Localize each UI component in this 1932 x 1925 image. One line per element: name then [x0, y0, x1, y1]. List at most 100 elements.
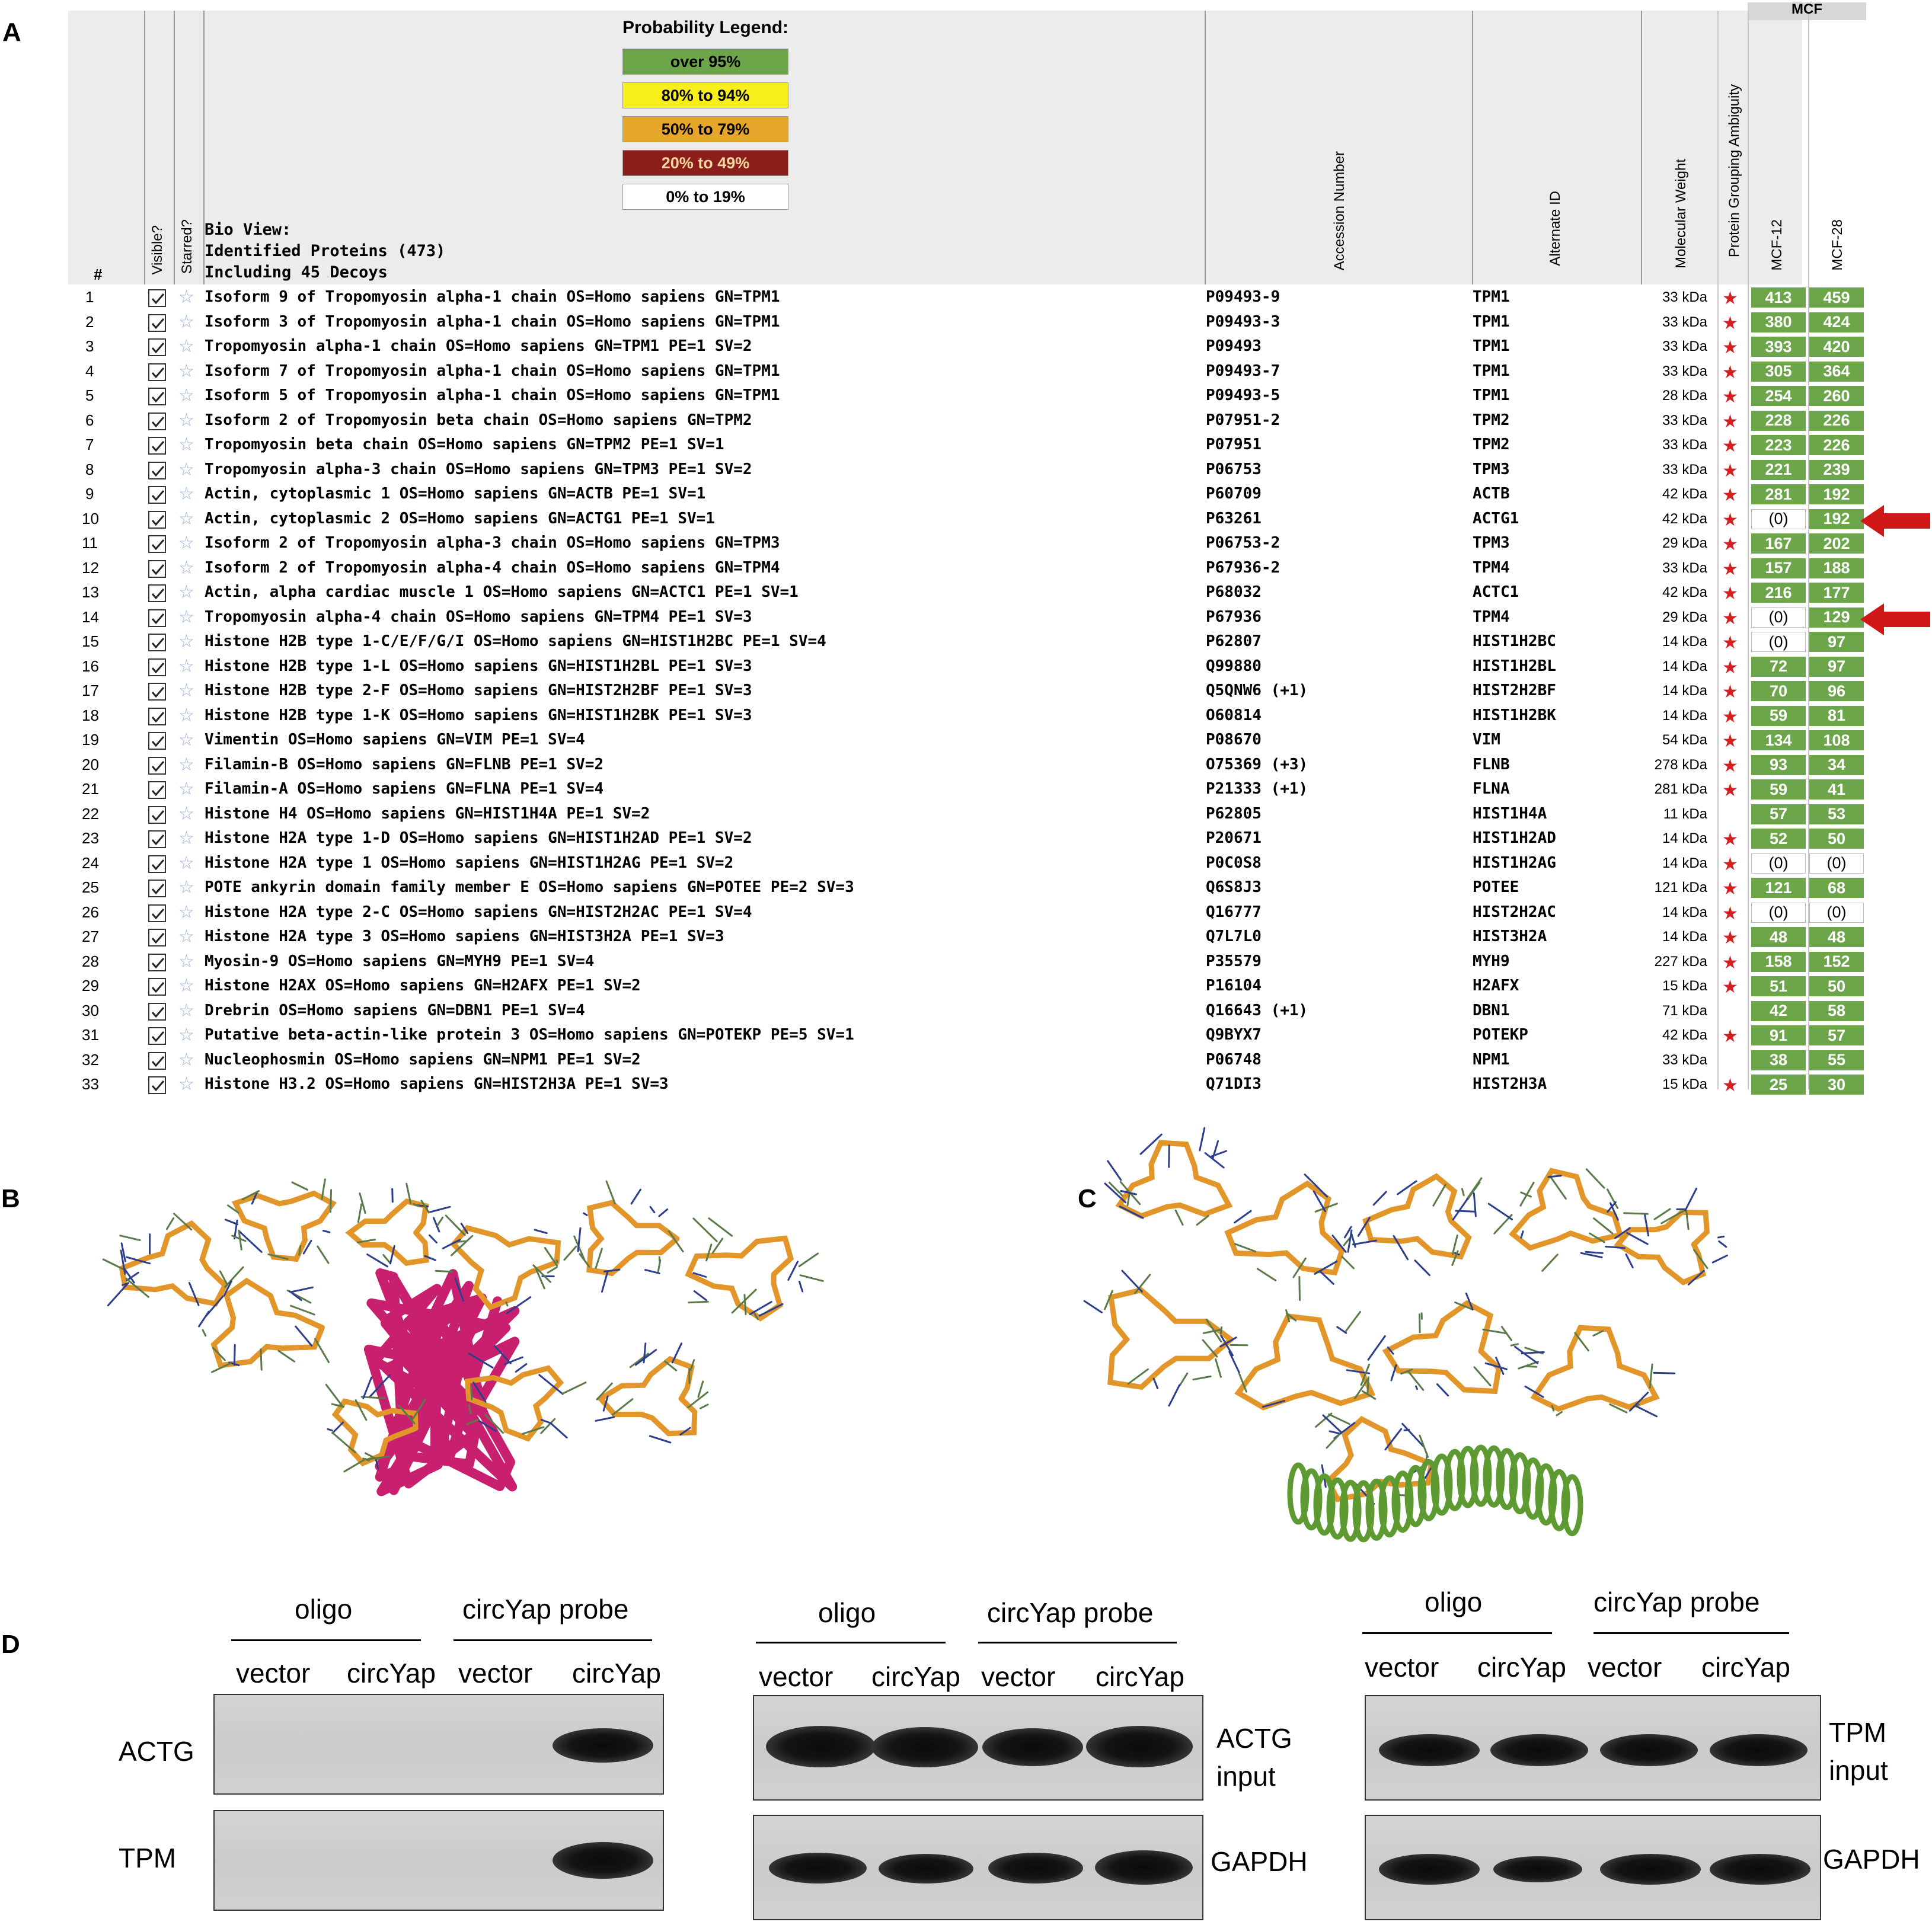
- header-starred[interactable]: Starred?: [179, 219, 195, 274]
- spectrum-count[interactable]: 177: [1809, 583, 1864, 603]
- visible-checkbox[interactable]: [148, 855, 166, 873]
- header-num[interactable]: #: [94, 266, 103, 283]
- protein-description[interactable]: Filamin-A OS=Homo sapiens GN=FLNA PE=1 S…: [205, 780, 604, 798]
- star-icon[interactable]: ☆: [178, 558, 194, 578]
- spectrum-count[interactable]: 188: [1809, 558, 1864, 578]
- spectrum-count[interactable]: 42: [1751, 1000, 1806, 1021]
- star-icon[interactable]: ☆: [178, 632, 194, 651]
- table-row[interactable]: 24 ☆ Histone H2A type 1 OS=Homo sapiens GN…: [0, 852, 1932, 877]
- spectrum-count[interactable]: 48: [1751, 927, 1806, 947]
- visible-checkbox[interactable]: [148, 1076, 166, 1094]
- spectrum-count-zero[interactable]: (0): [1751, 902, 1806, 923]
- spectrum-count[interactable]: 221: [1751, 459, 1806, 480]
- star-icon[interactable]: ☆: [178, 754, 194, 775]
- spectrum-count[interactable]: 226: [1809, 435, 1864, 455]
- spectrum-count[interactable]: 134: [1751, 730, 1806, 750]
- spectrum-count[interactable]: 413: [1751, 287, 1806, 308]
- protein-description[interactable]: Vimentin OS=Homo sapiens GN=VIM PE=1 SV=…: [205, 731, 585, 749]
- protein-description[interactable]: Histone H2B type 1-C/E/F/G/I OS=Homo sap…: [205, 632, 826, 650]
- header-visible[interactable]: Visible?: [149, 225, 165, 275]
- star-icon[interactable]: ☆: [178, 312, 194, 332]
- protein-description[interactable]: Tropomyosin alpha-1 chain OS=Homo sapien…: [205, 337, 752, 355]
- spectrum-count[interactable]: 192: [1809, 484, 1864, 504]
- table-row[interactable]: 29 ☆ Histone H2AX OS=Homo sapiens GN=H2AFX…: [0, 974, 1932, 999]
- spectrum-count[interactable]: 192: [1809, 509, 1864, 529]
- star-icon[interactable]: ☆: [178, 386, 194, 405]
- table-row[interactable]: 28 ☆ Myosin-9 OS=Homo sapiens GN=MYH9 PE=1…: [0, 950, 1932, 975]
- protein-description[interactable]: Histone H2A type 1 OS=Homo sapiens GN=HI…: [205, 853, 734, 872]
- spectrum-count-zero[interactable]: (0): [1809, 853, 1864, 874]
- protein-description[interactable]: Putative beta-actin-like protein 3 OS=Ho…: [205, 1026, 854, 1044]
- visible-checkbox[interactable]: [148, 1002, 166, 1021]
- table-row[interactable]: 17 ☆ Histone H2B type 2-F OS=Homo sapiens …: [0, 679, 1932, 704]
- star-icon[interactable]: ☆: [178, 509, 194, 529]
- protein-description[interactable]: Actin, alpha cardiac muscle 1 OS=Homo sa…: [205, 583, 799, 601]
- visible-checkbox[interactable]: [148, 535, 166, 553]
- visible-checkbox[interactable]: [148, 732, 166, 750]
- star-icon[interactable]: ☆: [178, 829, 194, 848]
- visible-checkbox[interactable]: [148, 1027, 166, 1045]
- protein-description[interactable]: Tropomyosin alpha-3 chain OS=Homo sapien…: [205, 460, 752, 478]
- star-icon[interactable]: ☆: [178, 583, 194, 602]
- protein-description[interactable]: Filamin-B OS=Homo sapiens GN=FLNB PE=1 S…: [205, 755, 604, 773]
- protein-description[interactable]: Isoform 5 of Tropomyosin alpha-1 chain O…: [205, 386, 780, 404]
- protein-description[interactable]: Histone H2B type 2-F OS=Homo sapiens GN=…: [205, 682, 752, 699]
- protein-description[interactable]: Histone H2AX OS=Homo sapiens GN=H2AFX PE…: [205, 977, 641, 995]
- table-row[interactable]: 8 ☆ Tropomyosin alpha-3 chain OS=Homo sapi…: [0, 458, 1932, 483]
- protein-description[interactable]: Isoform 2 of Tropomyosin alpha-3 chain O…: [205, 534, 780, 552]
- visible-checkbox[interactable]: [148, 314, 166, 332]
- star-icon[interactable]: ☆: [178, 681, 194, 701]
- spectrum-count[interactable]: 380: [1751, 312, 1806, 332]
- visible-checkbox[interactable]: [148, 978, 166, 996]
- spectrum-count[interactable]: 58: [1809, 1000, 1864, 1021]
- spectrum-count[interactable]: 91: [1751, 1025, 1806, 1045]
- spectrum-count[interactable]: 364: [1809, 361, 1864, 382]
- spectrum-count[interactable]: 108: [1809, 730, 1864, 750]
- table-row[interactable]: 20 ☆ Filamin-B OS=Homo sapiens GN=FLNB PE=…: [0, 753, 1932, 778]
- star-icon[interactable]: ☆: [178, 435, 194, 455]
- spectrum-count[interactable]: 57: [1751, 804, 1806, 824]
- spectrum-count[interactable]: 50: [1809, 829, 1864, 849]
- spectrum-count[interactable]: 420: [1809, 337, 1864, 357]
- spectrum-count[interactable]: 25: [1751, 1075, 1806, 1095]
- star-icon[interactable]: ☆: [178, 853, 194, 873]
- star-icon[interactable]: ☆: [178, 927, 194, 946]
- visible-checkbox[interactable]: [148, 683, 166, 701]
- spectrum-count[interactable]: 57: [1809, 1025, 1864, 1045]
- table-row[interactable]: 9 ☆ Actin, cytoplasmic 1 OS=Homo sapiens G…: [0, 482, 1932, 507]
- spectrum-count[interactable]: 59: [1751, 705, 1806, 726]
- star-icon[interactable]: ☆: [178, 337, 194, 356]
- spectrum-count[interactable]: 68: [1809, 878, 1864, 898]
- table-row[interactable]: 3 ☆ Tropomyosin alpha-1 chain OS=Homo sapi…: [0, 335, 1932, 360]
- spectrum-count[interactable]: 97: [1809, 632, 1864, 652]
- spectrum-count[interactable]: 226: [1809, 410, 1864, 431]
- spectrum-count[interactable]: 254: [1751, 386, 1806, 406]
- table-row[interactable]: 7 ☆ Tropomyosin beta chain OS=Homo sapiens…: [0, 433, 1932, 458]
- visible-checkbox[interactable]: [148, 289, 166, 307]
- spectrum-count[interactable]: 223: [1751, 435, 1806, 455]
- table-row[interactable]: 6 ☆ Isoform 2 of Tropomyosin beta chain OS…: [0, 409, 1932, 434]
- protein-description[interactable]: Actin, cytoplasmic 2 OS=Homo sapiens GN=…: [205, 509, 715, 527]
- protein-description[interactable]: Isoform 9 of Tropomyosin alpha-1 chain O…: [205, 288, 780, 306]
- protein-description[interactable]: Histone H2B type 1-K OS=Homo sapiens GN=…: [205, 706, 752, 724]
- table-row[interactable]: 23 ☆ Histone H2A type 1-D OS=Homo sapiens …: [0, 827, 1932, 852]
- spectrum-count[interactable]: 260: [1809, 386, 1864, 406]
- spectrum-count[interactable]: 52: [1751, 829, 1806, 849]
- table-row[interactable]: 13 ☆ Actin, alpha cardiac muscle 1 OS=Homo…: [0, 581, 1932, 606]
- visible-checkbox[interactable]: [148, 953, 166, 971]
- visible-checkbox[interactable]: [148, 658, 166, 676]
- visible-checkbox[interactable]: [148, 904, 166, 922]
- star-icon[interactable]: ☆: [178, 533, 194, 553]
- spectrum-count[interactable]: 281: [1751, 484, 1806, 504]
- spectrum-count[interactable]: 459: [1809, 287, 1864, 308]
- spectrum-count[interactable]: 50: [1809, 976, 1864, 996]
- visible-checkbox[interactable]: [148, 363, 166, 381]
- visible-checkbox[interactable]: [148, 756, 166, 775]
- star-icon[interactable]: ☆: [178, 705, 194, 725]
- protein-description[interactable]: POTE ankyrin domain family member E OS=H…: [205, 878, 854, 896]
- spectrum-count[interactable]: 157: [1751, 558, 1806, 578]
- spectrum-count[interactable]: 51: [1751, 976, 1806, 996]
- header-sample1[interactable]: MCF-12: [1769, 219, 1785, 271]
- spectrum-count-zero[interactable]: (0): [1751, 632, 1806, 652]
- star-icon[interactable]: ☆: [178, 484, 194, 504]
